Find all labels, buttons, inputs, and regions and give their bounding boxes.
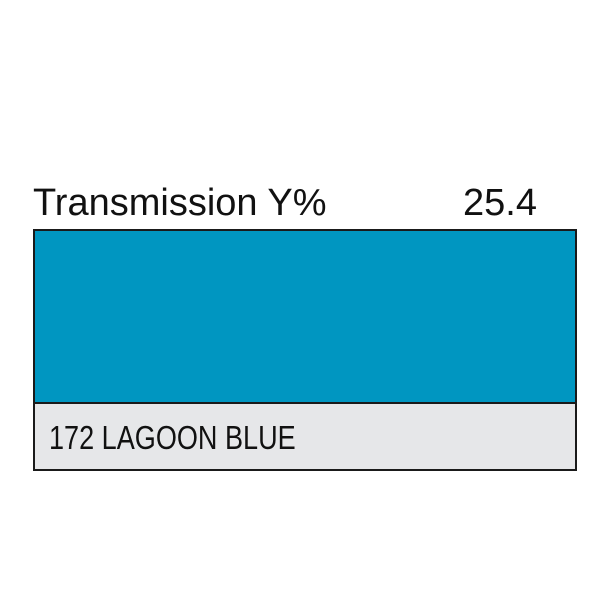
filter-swatch-card: 172 LAGOON BLUE [33, 229, 577, 471]
color-swatch [35, 231, 575, 404]
filter-name: 172 LAGOON BLUE [49, 419, 296, 456]
transmission-value: 25.4 [463, 182, 537, 224]
transmission-label: Transmission Y% [33, 182, 327, 224]
filter-name-bar: 172 LAGOON BLUE [35, 404, 575, 469]
